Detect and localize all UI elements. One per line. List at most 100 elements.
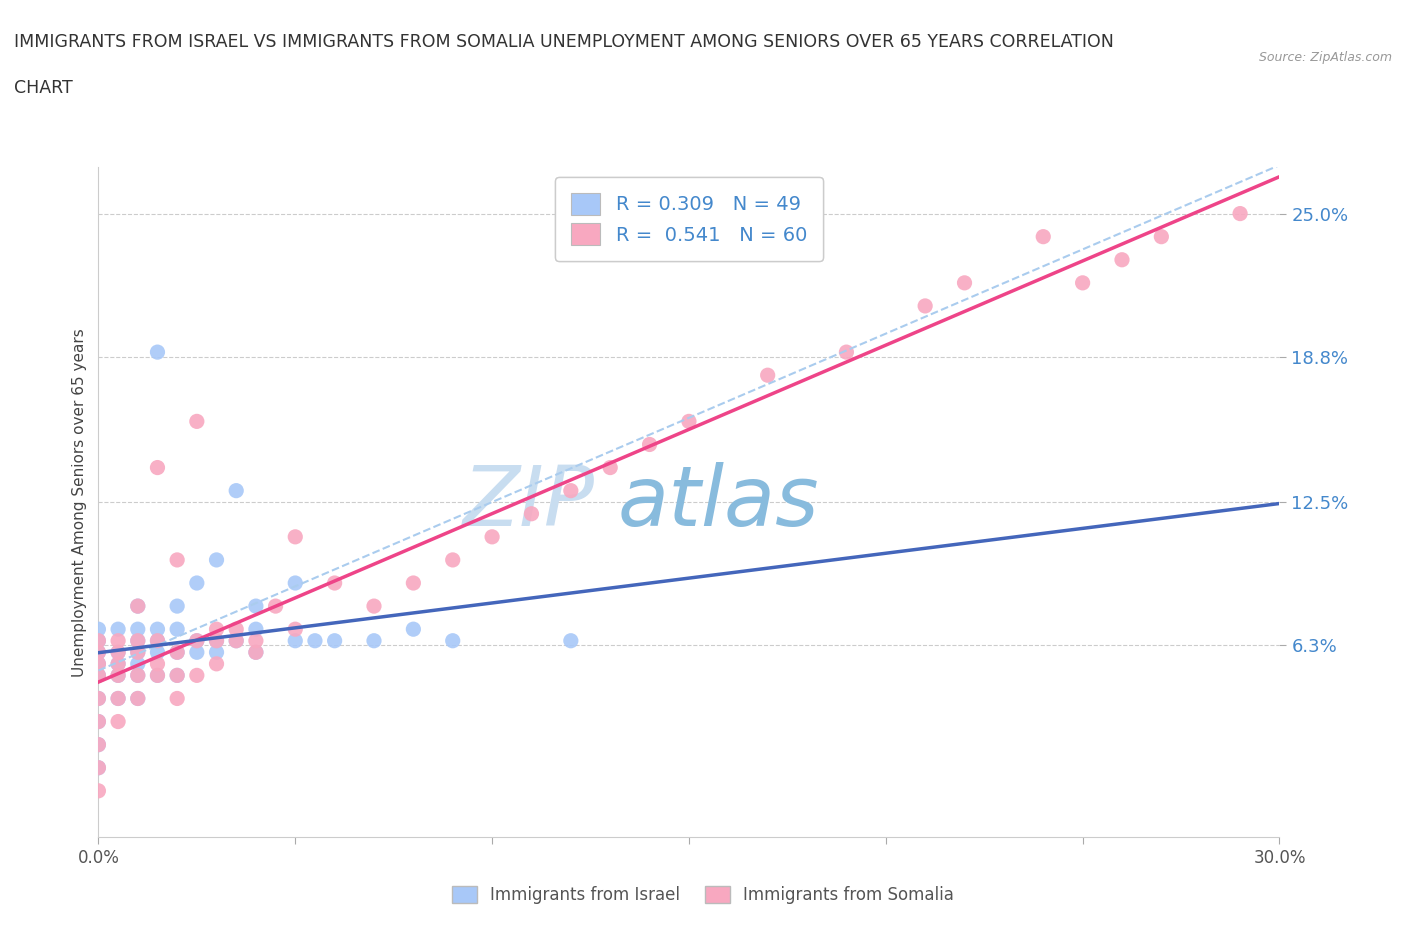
Point — [127, 644, 149, 659]
Point — [166, 599, 188, 614]
Point — [107, 644, 129, 659]
Point — [363, 599, 385, 614]
Point — [146, 345, 169, 360]
Point — [323, 576, 346, 591]
Point — [225, 622, 247, 637]
Point — [756, 367, 779, 382]
Point — [87, 668, 110, 683]
Point — [678, 414, 700, 429]
Text: IMMIGRANTS FROM ISRAEL VS IMMIGRANTS FROM SOMALIA UNEMPLOYMENT AMONG SENIORS OVE: IMMIGRANTS FROM ISRAEL VS IMMIGRANTS FRO… — [14, 33, 1114, 50]
Point — [166, 622, 188, 637]
Point — [205, 633, 228, 648]
Point — [835, 345, 858, 360]
Point — [87, 633, 110, 648]
Point — [107, 691, 129, 706]
Point — [186, 576, 208, 591]
Point — [166, 691, 188, 706]
Point — [127, 599, 149, 614]
Point — [87, 737, 110, 752]
Legend: Immigrants from Israel, Immigrants from Somalia: Immigrants from Israel, Immigrants from … — [443, 878, 963, 912]
Point — [284, 529, 307, 544]
Point — [87, 761, 110, 776]
Point — [441, 633, 464, 648]
Point — [186, 668, 208, 683]
Point — [87, 783, 110, 798]
Point — [87, 714, 110, 729]
Point — [205, 622, 228, 637]
Point — [323, 633, 346, 648]
Point — [127, 657, 149, 671]
Point — [127, 622, 149, 637]
Point — [127, 599, 149, 614]
Point — [127, 633, 149, 648]
Point — [520, 506, 543, 521]
Point — [205, 552, 228, 567]
Point — [166, 552, 188, 567]
Point — [87, 714, 110, 729]
Point — [402, 622, 425, 637]
Point — [127, 633, 149, 648]
Point — [87, 657, 110, 671]
Point — [166, 644, 188, 659]
Point — [107, 668, 129, 683]
Point — [87, 657, 110, 671]
Point — [107, 622, 129, 637]
Text: Source: ZipAtlas.com: Source: ZipAtlas.com — [1258, 51, 1392, 64]
Point — [107, 657, 129, 671]
Text: CHART: CHART — [14, 79, 73, 97]
Y-axis label: Unemployment Among Seniors over 65 years: Unemployment Among Seniors over 65 years — [72, 328, 87, 677]
Point — [166, 668, 188, 683]
Point — [87, 644, 110, 659]
Point — [87, 737, 110, 752]
Point — [87, 622, 110, 637]
Point — [166, 668, 188, 683]
Point — [107, 633, 129, 648]
Point — [953, 275, 976, 290]
Point — [186, 633, 208, 648]
Point — [914, 299, 936, 313]
Point — [146, 622, 169, 637]
Point — [166, 644, 188, 659]
Point — [245, 622, 267, 637]
Point — [245, 644, 267, 659]
Point — [245, 644, 267, 659]
Point — [560, 633, 582, 648]
Point — [127, 644, 149, 659]
Point — [284, 622, 307, 637]
Point — [107, 691, 129, 706]
Point — [87, 761, 110, 776]
Point — [146, 460, 169, 475]
Point — [107, 644, 129, 659]
Point — [1071, 275, 1094, 290]
Point — [186, 633, 208, 648]
Point — [599, 460, 621, 475]
Point — [205, 657, 228, 671]
Point — [127, 691, 149, 706]
Point — [186, 414, 208, 429]
Point — [146, 633, 169, 648]
Point — [127, 668, 149, 683]
Point — [284, 633, 307, 648]
Point — [146, 657, 169, 671]
Point — [146, 668, 169, 683]
Point — [107, 657, 129, 671]
Point — [107, 668, 129, 683]
Point — [481, 529, 503, 544]
Point — [1229, 206, 1251, 221]
Point — [225, 633, 247, 648]
Point — [225, 484, 247, 498]
Point — [560, 484, 582, 498]
Point — [225, 633, 247, 648]
Point — [87, 691, 110, 706]
Point — [1150, 229, 1173, 244]
Point — [127, 691, 149, 706]
Text: ZIP: ZIP — [463, 461, 595, 543]
Point — [441, 552, 464, 567]
Point — [146, 633, 169, 648]
Point — [304, 633, 326, 648]
Point — [87, 668, 110, 683]
Point — [107, 714, 129, 729]
Point — [245, 633, 267, 648]
Point — [87, 644, 110, 659]
Point — [638, 437, 661, 452]
